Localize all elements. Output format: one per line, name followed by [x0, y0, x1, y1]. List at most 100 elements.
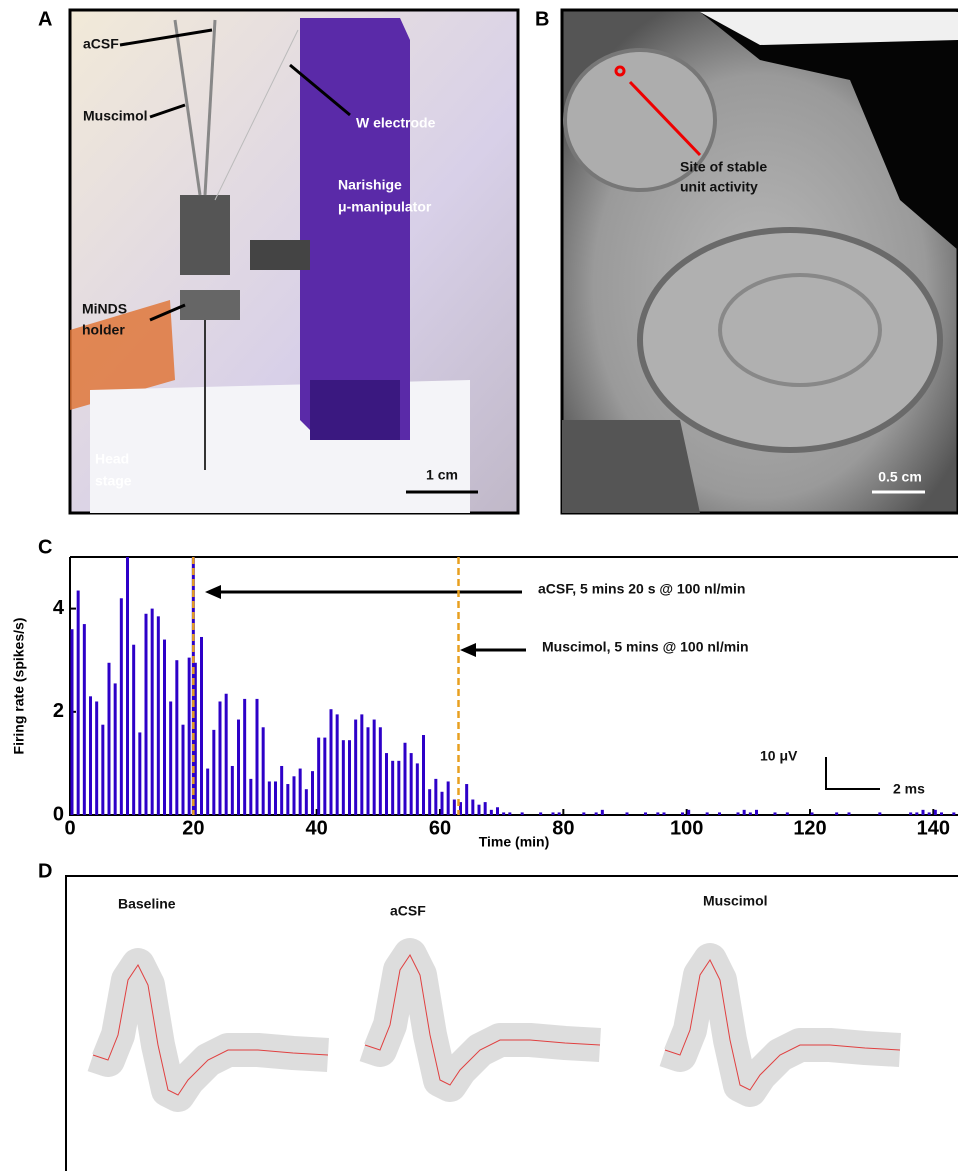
bar	[157, 616, 160, 815]
bar	[268, 781, 271, 815]
condition-label: aCSF	[390, 903, 426, 919]
x-tick-label: 80	[552, 817, 574, 839]
bar	[225, 694, 228, 815]
x-tick-label: 0	[64, 817, 75, 839]
bar	[323, 738, 326, 815]
annotation: stage	[95, 473, 132, 489]
bar	[835, 812, 838, 815]
arrow-head	[460, 643, 476, 657]
bar	[126, 557, 129, 815]
bar	[101, 725, 104, 815]
panel-label: A	[38, 8, 52, 30]
condition-label: Muscimol	[703, 893, 768, 909]
bar	[342, 740, 345, 815]
bar	[379, 727, 382, 815]
axis-frame	[70, 557, 958, 815]
photo-a	[70, 10, 518, 513]
bar	[354, 720, 357, 815]
bar	[811, 812, 814, 815]
bar	[774, 812, 777, 815]
bar	[200, 637, 203, 815]
condition-label: Baseline	[118, 896, 176, 912]
bar	[422, 735, 425, 815]
bar	[397, 761, 400, 815]
bar	[681, 812, 684, 815]
bar	[256, 699, 259, 815]
bar	[952, 812, 955, 815]
bar	[71, 629, 74, 815]
bar	[447, 781, 450, 815]
bar	[490, 810, 493, 815]
bar	[385, 753, 388, 815]
scale-bar-label: 2 ms	[893, 781, 925, 797]
bar	[940, 812, 943, 815]
bar	[706, 812, 709, 815]
bar	[120, 598, 123, 815]
bar	[274, 781, 277, 815]
x-tick-label: 140	[917, 817, 950, 839]
bar	[496, 807, 499, 815]
photo-b	[562, 10, 958, 513]
bar	[330, 709, 333, 815]
bar	[311, 771, 314, 815]
bar	[478, 805, 481, 815]
bar	[755, 810, 758, 815]
marker-label: Muscimol, 5 mins @ 100 nl/min	[542, 639, 749, 655]
bar	[878, 812, 881, 815]
bar	[909, 812, 912, 815]
bar	[786, 812, 789, 815]
bar	[206, 769, 209, 815]
bar	[83, 624, 86, 815]
annotation: W electrode	[356, 115, 436, 131]
bar	[169, 701, 172, 815]
bar	[410, 753, 413, 815]
x-tick-label: 100	[670, 817, 703, 839]
bar	[558, 812, 561, 815]
bar	[656, 812, 659, 815]
bar	[465, 784, 468, 815]
bar	[582, 812, 585, 815]
scale-bar-label: 10 μV	[760, 748, 798, 764]
bar	[367, 727, 370, 815]
bar	[416, 763, 419, 815]
bar	[404, 743, 407, 815]
bar	[428, 789, 431, 815]
bar	[687, 810, 690, 815]
x-tick-label: 20	[182, 817, 204, 839]
marker-label: aCSF, 5 mins 20 s @ 100 nl/min	[538, 581, 745, 597]
bar	[749, 812, 752, 815]
bar	[336, 714, 339, 815]
bar	[373, 720, 376, 815]
annotation: holder	[82, 322, 125, 338]
x-axis-label: Time (min)	[479, 834, 550, 850]
annotation: aCSF	[83, 36, 119, 52]
arrow-head	[205, 585, 221, 599]
bar	[626, 812, 629, 815]
x-tick-label: 120	[793, 817, 826, 839]
bar	[360, 714, 363, 815]
bar	[243, 699, 246, 815]
bar	[928, 812, 931, 815]
bar	[299, 769, 302, 815]
annotation: Narishige	[338, 177, 402, 193]
bar	[434, 779, 437, 815]
annotation: μ-manipulator	[338, 199, 432, 215]
bar	[743, 810, 746, 815]
y-tick-label: 4	[53, 597, 65, 619]
x-tick-label: 40	[306, 817, 328, 839]
bar	[552, 812, 555, 815]
bar	[138, 732, 141, 815]
bar	[163, 640, 166, 815]
bar	[663, 812, 666, 815]
bar	[280, 766, 283, 815]
bar	[848, 812, 851, 815]
bar	[601, 810, 604, 815]
bar	[922, 810, 925, 815]
bar	[441, 792, 444, 815]
bar	[262, 727, 265, 815]
annotation: Muscimol	[83, 108, 148, 124]
bar	[317, 738, 320, 815]
bar	[502, 812, 505, 815]
y-tick-label: 0	[53, 803, 64, 825]
bar	[595, 812, 598, 815]
